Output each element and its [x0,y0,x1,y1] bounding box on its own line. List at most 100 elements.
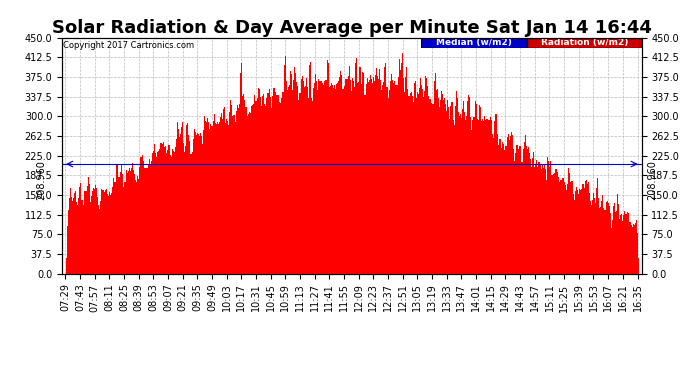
Bar [538,162,540,274]
Text: Copyright 2017 Cartronics.com: Copyright 2017 Cartronics.com [63,41,195,50]
Bar [279,102,281,274]
Bar [70,188,71,274]
Bar [139,167,140,274]
Bar [370,75,371,274]
Bar [404,92,405,274]
Bar [584,182,586,274]
Text: 208.960: 208.960 [647,160,657,200]
Bar [207,118,208,274]
Bar [536,160,538,274]
Bar [162,144,164,274]
Bar [554,173,555,274]
Bar [205,121,206,274]
Bar [194,129,195,274]
Bar [250,113,251,274]
Bar [399,59,400,274]
Bar [614,203,615,274]
Bar [509,140,510,274]
Bar [549,167,550,274]
Bar [475,104,477,274]
Bar [337,83,338,274]
Bar [379,69,380,274]
Bar [438,98,439,274]
Bar [140,157,141,274]
Bar [592,200,593,274]
Bar [292,90,293,274]
Bar [301,79,302,274]
Bar [196,135,197,274]
Bar [213,114,215,274]
Bar [473,117,475,274]
Bar [66,258,67,274]
Bar [314,82,315,274]
Bar [100,201,101,274]
Bar [372,84,373,274]
Bar [589,193,590,274]
Bar [285,56,286,274]
Title: Solar Radiation & Day Average per Minute Sat Jan 14 16:44: Solar Radiation & Day Average per Minute… [52,20,652,38]
Bar [481,121,482,274]
Bar [152,151,154,274]
Bar [623,215,624,274]
Bar [620,215,621,274]
Bar [502,142,503,274]
Bar [600,207,602,274]
Bar [444,98,445,274]
Bar [324,81,325,274]
Bar [302,76,303,274]
Bar [124,182,126,274]
Bar [208,122,209,274]
Bar [158,151,159,274]
Bar [376,68,377,274]
Bar [400,70,401,274]
Bar [120,172,121,274]
Bar [344,79,346,274]
Bar [121,165,122,274]
Bar [329,87,330,274]
Bar [503,144,504,274]
Bar [373,78,374,274]
Bar [68,210,69,274]
Bar [220,117,221,274]
Bar [506,146,507,274]
Bar [461,118,462,274]
Bar [466,116,467,274]
Bar [522,162,523,274]
Bar [101,189,102,274]
Bar [201,136,202,274]
Bar [366,78,368,274]
Bar [362,72,364,274]
Bar [629,222,630,274]
Bar [356,58,357,274]
Bar [229,112,230,274]
Bar [582,184,584,274]
Bar [75,191,77,274]
Bar [73,198,74,274]
Bar [305,86,306,274]
Bar [241,63,242,274]
Bar [326,80,327,274]
Bar [397,85,398,274]
Bar [253,104,255,274]
Bar [74,193,75,274]
Bar [342,89,344,274]
Bar [322,85,324,274]
Bar [523,149,524,274]
Bar [182,122,183,274]
Bar [534,167,535,274]
Bar [264,104,265,274]
Bar [618,204,619,274]
Bar [320,81,322,274]
Bar [286,81,287,274]
Bar [442,94,443,274]
Bar [625,214,627,274]
Bar [580,190,582,274]
Bar [491,120,493,274]
Bar [627,213,629,274]
Bar [635,223,636,274]
Bar [469,97,471,274]
Bar [433,81,435,274]
Bar [441,91,442,274]
Bar [403,78,404,274]
Bar [291,74,292,274]
